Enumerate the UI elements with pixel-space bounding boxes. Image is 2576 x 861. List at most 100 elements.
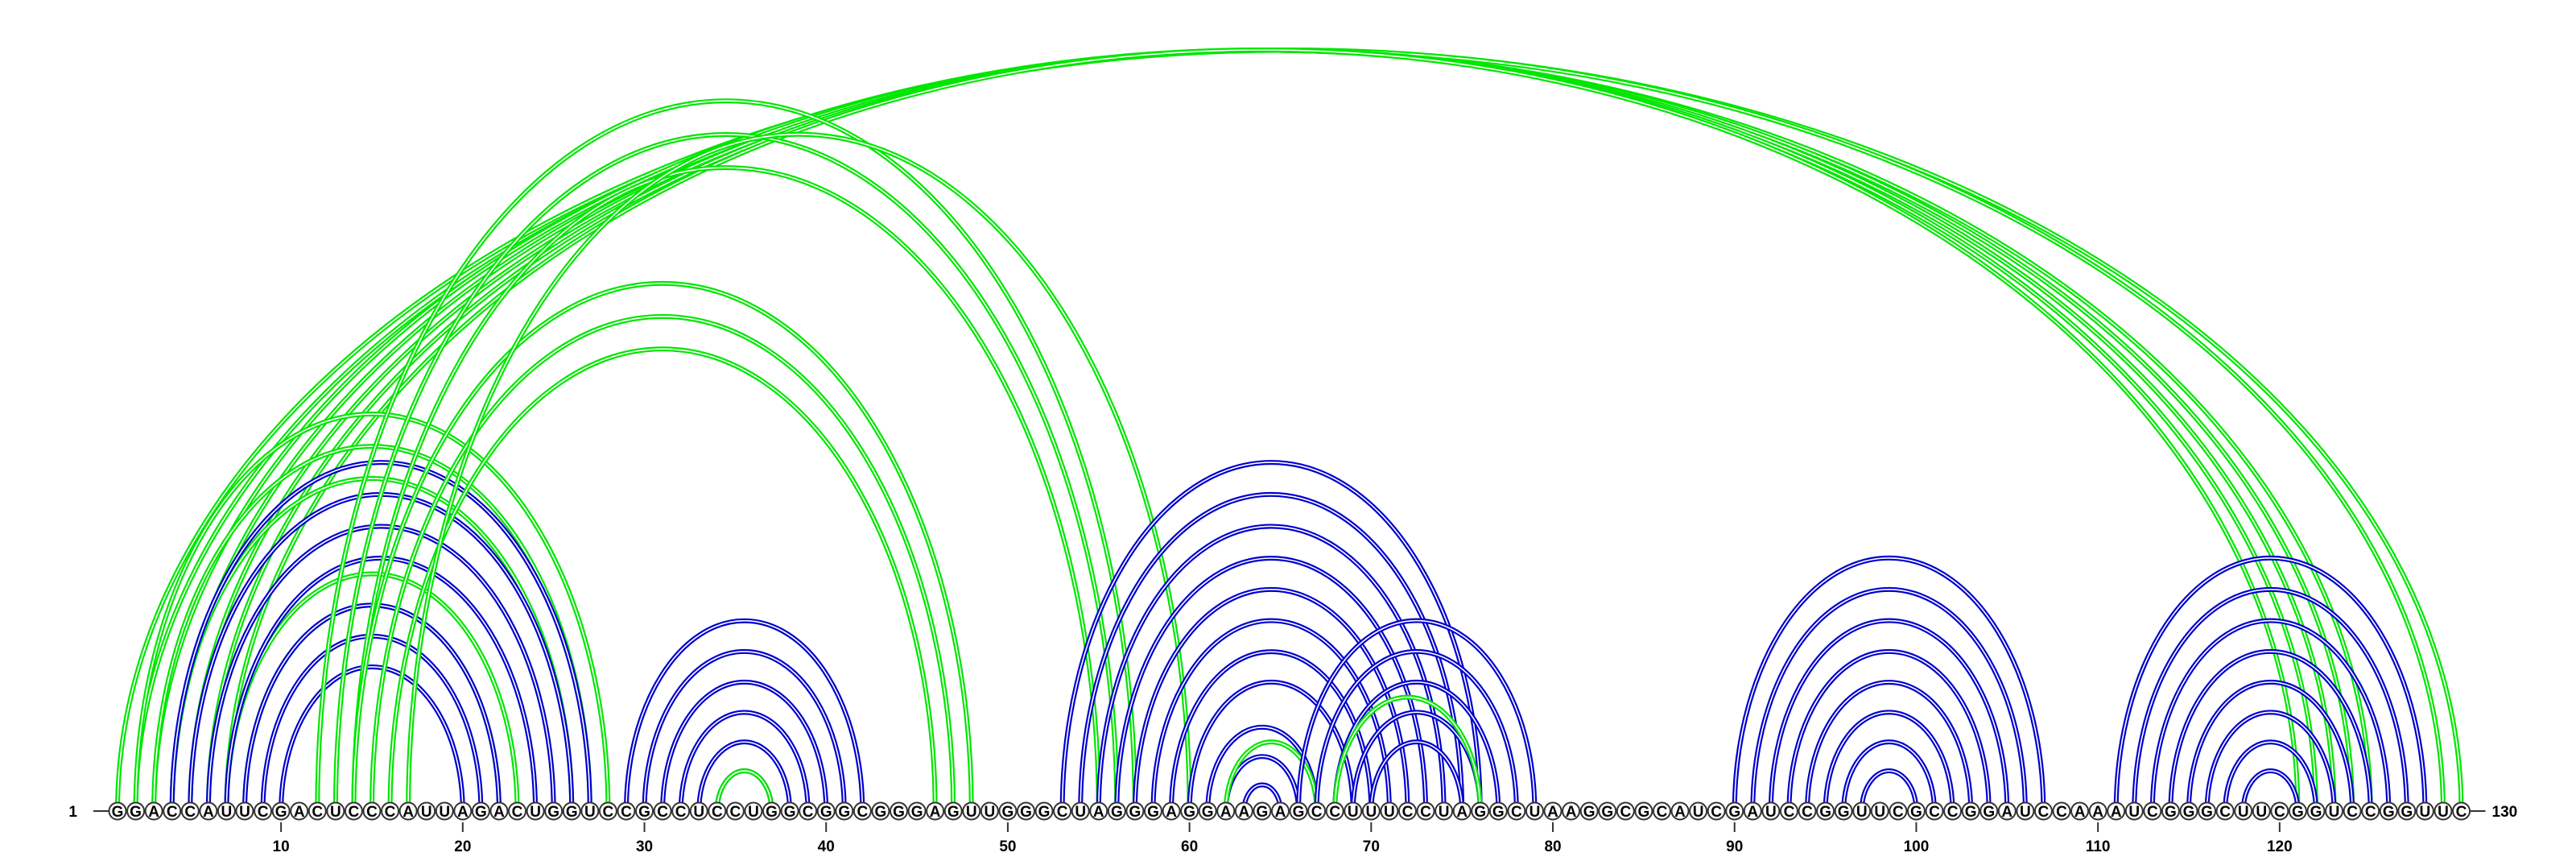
nucleotide-letter: G xyxy=(1111,804,1123,821)
nucleotide-letter: C xyxy=(512,804,523,821)
nucleotide-letter: C xyxy=(366,804,378,821)
base-pair-arc-core xyxy=(171,462,591,812)
nucleotide-circle xyxy=(2215,801,2235,821)
nucleotide-circle xyxy=(708,801,727,821)
axis-tick-label: 70 xyxy=(1363,838,1380,855)
nucleotide-letter: G xyxy=(1183,804,1195,821)
nucleotide-circle xyxy=(2070,801,2090,821)
nucleotide-letter: G xyxy=(947,804,960,821)
nucleotide-circle xyxy=(1216,801,1236,821)
nucleotide-circle xyxy=(1798,801,1817,821)
base-pair-arc-core xyxy=(2152,619,2390,812)
base-pair-arc xyxy=(369,313,956,812)
base-pair-arc-core xyxy=(118,50,2462,811)
base-pair-arc xyxy=(1805,679,1974,812)
nucleotide-circle xyxy=(635,801,654,821)
base-pair-arc-core xyxy=(1134,589,1409,812)
nucleotide-letter: U xyxy=(584,804,596,821)
axis-tick-label: 50 xyxy=(999,838,1016,855)
nucleotide-circle xyxy=(2016,801,2035,821)
base-pair-arc xyxy=(714,768,774,812)
nucleotide-circle xyxy=(2306,801,2326,821)
nucleotide-circle xyxy=(1071,801,1090,821)
base-pair-arc-core xyxy=(1806,681,1971,812)
nucleotide-letter: U xyxy=(966,804,977,821)
nucleotide-circle xyxy=(163,801,182,821)
nucleotide-circle xyxy=(1289,801,1308,821)
nucleotide-letter: C xyxy=(803,804,814,821)
nucleotide-circle xyxy=(1562,801,1581,821)
nucleotide-circle xyxy=(2052,801,2071,821)
base-pair-arc-core xyxy=(335,133,1118,812)
nucleotide-letter: U xyxy=(2438,804,2449,821)
axis-tick-label: 30 xyxy=(636,838,653,855)
base-pair-arc-core xyxy=(662,681,828,812)
nucleotide-letter: C xyxy=(1784,804,1795,821)
nucleotide-circle xyxy=(126,801,146,821)
nucleotide-letter: U xyxy=(1530,804,1541,821)
nucleotide-circle xyxy=(1979,801,1999,821)
nucleotide-letter: G xyxy=(1038,804,1051,821)
nucleotide-circle xyxy=(1125,801,1145,821)
base-pair-arc-core xyxy=(1188,681,1354,812)
nucleotide-letter: G xyxy=(1819,804,1831,821)
base-pair-arc-core xyxy=(1370,741,1463,812)
base-pair-arc xyxy=(714,768,774,812)
nucleotide-letter: A xyxy=(203,804,214,821)
nucleotide-circle xyxy=(326,801,345,821)
base-pair-arc-core xyxy=(208,525,555,812)
base-pair-arc xyxy=(1187,679,1356,812)
nucleotide-circle xyxy=(1488,801,1508,821)
nucleotide-letter: G xyxy=(2401,804,2413,821)
nucleotide-letter: U xyxy=(2020,804,2031,821)
nucleotide-circle xyxy=(1997,801,2017,821)
base-pair-arc xyxy=(133,48,2446,812)
nucleotide-letter: U xyxy=(984,804,995,821)
nucleotide-letter: G xyxy=(638,804,650,821)
axis-tick-label: 10 xyxy=(273,838,290,855)
base-pair-arc xyxy=(2223,739,2318,812)
base-pair-arc-core xyxy=(1224,741,1318,812)
base-pair-arc-core xyxy=(716,770,773,812)
nucleotide-letter: G xyxy=(1583,804,1596,821)
nucleotide-circle xyxy=(453,801,473,821)
end-position-label: 130 xyxy=(2492,804,2518,821)
nucleotide-circle xyxy=(1925,801,1944,821)
nucleotide-letter: C xyxy=(1329,804,1340,821)
nucleotide-circle xyxy=(1325,801,1344,821)
nucleotide-letter: G xyxy=(875,804,887,821)
nucleotide-letter: U xyxy=(439,804,450,821)
nucleotide-letter: G xyxy=(130,804,142,821)
nucleotide-letter: G xyxy=(1838,804,1850,821)
nucleotide-circle xyxy=(254,801,273,821)
nucleotide-circle xyxy=(2325,801,2344,821)
nucleotide-circle xyxy=(1380,801,1399,821)
nucleotide-letter: C xyxy=(1711,804,1722,821)
nucleotide-letter: G xyxy=(1728,804,1740,821)
nucleotide-circle xyxy=(199,801,218,821)
base-pair-arc-core xyxy=(643,651,845,812)
nucleotide-letter: A xyxy=(1547,804,1558,821)
nucleotide-letter: G xyxy=(1202,804,1214,821)
base-pair-arc-core xyxy=(407,133,1191,812)
nucleotide-letter: C xyxy=(2347,804,2358,821)
nucleotide-letter: G xyxy=(275,804,287,821)
nucleotide-letter: C xyxy=(1402,804,1414,821)
nucleotide-letter: G xyxy=(1002,804,1014,821)
nucleotide-circle xyxy=(1579,801,1599,821)
base-pair-arc-core xyxy=(1788,651,1990,812)
nucleotide-circle xyxy=(1053,801,1072,821)
nucleotide-circle xyxy=(1034,801,1054,821)
base-pair-arc-core xyxy=(353,283,972,812)
nucleotide-letter: C xyxy=(712,804,723,821)
axis-tick-label: 100 xyxy=(1904,838,1930,855)
nucleotide-letter: U xyxy=(1384,804,1395,821)
base-pair-arc xyxy=(696,739,793,812)
nucleotide-circle xyxy=(1525,801,1544,821)
base-pair-arc xyxy=(205,48,2318,812)
nucleotide-letter: G xyxy=(2292,804,2304,821)
base-pair-arc-core xyxy=(353,167,1100,812)
nucleotide-letter: A xyxy=(2001,804,2013,821)
nucleotide-letter: C xyxy=(1657,804,1668,821)
